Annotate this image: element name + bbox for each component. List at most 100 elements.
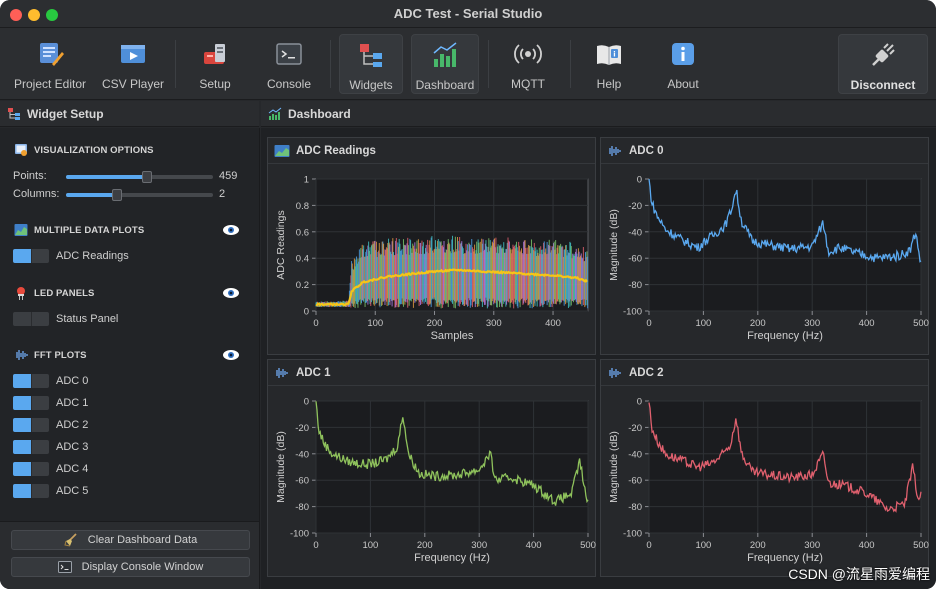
adc-4-toggle[interactable] bbox=[13, 462, 49, 476]
y-axis-label: Magnitude (dB) bbox=[275, 431, 287, 503]
x-tick-label: 400 bbox=[545, 318, 561, 329]
points-value: 459 bbox=[219, 170, 238, 182]
widget-setup-icon bbox=[8, 107, 20, 120]
multiple-data-plots-title: MULTIPLE DATA PLOTS bbox=[34, 224, 145, 236]
adc-0-fft-widget: ADC 0 0 -20 -40 -60 -80 -100 0 100 200 300 400 500 F… bbox=[600, 137, 929, 355]
y-tick-label: -100 bbox=[623, 529, 642, 540]
widget-title: ADC 0 bbox=[629, 144, 664, 157]
columns-slider-fill bbox=[66, 193, 118, 197]
mqtt-label: MQTT bbox=[511, 77, 545, 91]
adc-1-label: ADC 1 bbox=[56, 397, 89, 409]
adc-2-fft-widget: ADC 2 0 -20 -40 -60 -80 -100 0 100 200 300 400 500 F… bbox=[600, 359, 929, 577]
visibility-eye-icon[interactable] bbox=[222, 287, 240, 299]
broom-icon bbox=[64, 533, 77, 547]
led-icon bbox=[17, 287, 25, 300]
area-chart-icon bbox=[274, 144, 290, 157]
x-tick-label: 200 bbox=[427, 318, 443, 329]
widget-setup-header: Widget Setup bbox=[0, 101, 259, 127]
series-line bbox=[648, 402, 922, 513]
x-tick-label: 300 bbox=[804, 318, 820, 329]
visibility-eye-icon[interactable] bbox=[222, 224, 240, 236]
dashboard-title: Dashboard bbox=[288, 106, 351, 121]
y-tick-label: 0.4 bbox=[296, 254, 309, 265]
close-window-button[interactable] bbox=[10, 9, 22, 21]
area-chart-icon bbox=[14, 224, 28, 236]
widgets-label: Widgets bbox=[349, 78, 393, 92]
multiple-data-plots-section: MULTIPLE DATA PLOTS bbox=[14, 223, 144, 237]
y-tick-label: 0 bbox=[304, 397, 309, 408]
visibility-eye-icon[interactable] bbox=[222, 349, 240, 361]
adc-3-toggle[interactable] bbox=[13, 440, 49, 454]
y-tick-label: -100 bbox=[290, 529, 309, 540]
adc-2-toggle[interactable] bbox=[13, 418, 49, 432]
x-axis-label: Samples bbox=[431, 330, 474, 342]
x-tick-label: 100 bbox=[695, 318, 711, 329]
adc-0-toggle[interactable] bbox=[13, 374, 49, 388]
sidebar-actions: Clear Dashboard Data Display Console Win… bbox=[0, 521, 259, 589]
adc-0-plot: 0 -20 -40 -60 -80 -100 0 100 200 300 400 500 Frequen… bbox=[608, 175, 929, 343]
y-tick-label: -40 bbox=[628, 449, 642, 460]
adc-readings-widget: ADC Readings 0 0.2 0.4 0.6 0.8 1 0 100 200 300 400… bbox=[267, 137, 596, 355]
window-title: ADC Test - Serial Studio bbox=[393, 6, 543, 21]
y-tick-label: -100 bbox=[623, 307, 642, 318]
columns-slider-handle[interactable] bbox=[112, 189, 123, 201]
project-editor-icon bbox=[35, 39, 65, 69]
minimize-window-button[interactable] bbox=[28, 9, 40, 21]
x-tick-label: 0 bbox=[313, 540, 318, 551]
help-book-icon: i bbox=[594, 39, 624, 69]
points-label: Points: bbox=[13, 170, 47, 182]
about-button[interactable]: About bbox=[658, 34, 708, 94]
fft-plots-title: FFT PLOTS bbox=[34, 349, 87, 361]
x-axis-label: Frequency (Hz) bbox=[747, 552, 823, 564]
zoom-window-button[interactable] bbox=[46, 9, 58, 21]
dashboard-label: Dashboard bbox=[415, 78, 475, 92]
toolbar-divider bbox=[570, 40, 571, 88]
y-tick-label: 0 bbox=[304, 307, 309, 318]
y-tick-label: -40 bbox=[295, 449, 309, 460]
status-panel-label: Status Panel bbox=[56, 313, 119, 325]
project-editor-label: Project Editor bbox=[13, 77, 87, 91]
info-icon bbox=[668, 39, 698, 69]
console-button[interactable]: Console bbox=[258, 34, 320, 94]
svg-text:i: i bbox=[613, 51, 615, 59]
project-editor-button[interactable]: Project Editor bbox=[8, 34, 92, 94]
plot-area bbox=[648, 400, 922, 534]
led-panels-title: LED PANELS bbox=[34, 287, 95, 299]
x-axis-label: Frequency (Hz) bbox=[414, 552, 490, 564]
series-line bbox=[315, 401, 589, 506]
adc-2-plot: 0 -20 -40 -60 -80 -100 0 100 200 300 400 500 Frequen… bbox=[608, 397, 929, 565]
clear-dashboard-label: Clear Dashboard Data bbox=[87, 534, 198, 546]
dashboard-button[interactable]: Dashboard bbox=[411, 34, 479, 94]
mqtt-button[interactable]: MQTT bbox=[500, 34, 556, 94]
x-tick-label: 300 bbox=[486, 318, 502, 329]
adc-readings-plot: 0 0.2 0.4 0.6 0.8 1 0 100 200 300 400 Samples ADC Re… bbox=[275, 175, 589, 342]
csv-player-button[interactable]: CSV Player bbox=[98, 34, 168, 94]
display-console-button[interactable]: Display Console Window bbox=[11, 557, 250, 577]
points-slider-handle[interactable] bbox=[141, 171, 152, 183]
toolbar: Project Editor CSV Player Setup Console bbox=[0, 28, 936, 100]
columns-slider[interactable] bbox=[66, 189, 213, 201]
help-button[interactable]: i Help bbox=[584, 34, 634, 94]
setup-icon bbox=[200, 39, 230, 69]
adc-1-toggle[interactable] bbox=[13, 396, 49, 410]
series-line bbox=[315, 268, 588, 307]
fft-waveform-icon bbox=[609, 367, 621, 378]
widgets-button[interactable]: Widgets bbox=[339, 34, 403, 94]
widgets-icon bbox=[356, 40, 386, 70]
setup-button[interactable]: Setup bbox=[187, 34, 243, 94]
widget-title-bar: ADC 2 bbox=[601, 360, 928, 386]
adc-0-label: ADC 0 bbox=[56, 375, 89, 387]
status-panel-toggle[interactable] bbox=[13, 312, 49, 326]
disconnect-button[interactable]: Disconnect bbox=[838, 34, 928, 94]
points-slider[interactable] bbox=[66, 171, 213, 183]
adc-5-toggle[interactable] bbox=[13, 484, 49, 498]
adc-readings-toggle[interactable] bbox=[13, 249, 49, 263]
y-axis-label: Magnitude (dB) bbox=[608, 209, 620, 281]
csv-player-label: CSV Player bbox=[101, 77, 165, 91]
clear-dashboard-button[interactable]: Clear Dashboard Data bbox=[11, 530, 250, 550]
x-tick-label: 0 bbox=[646, 540, 651, 551]
settings-monitor-icon bbox=[15, 144, 27, 156]
widget-setup-title: Widget Setup bbox=[27, 106, 104, 121]
toolbar-divider bbox=[175, 40, 176, 88]
